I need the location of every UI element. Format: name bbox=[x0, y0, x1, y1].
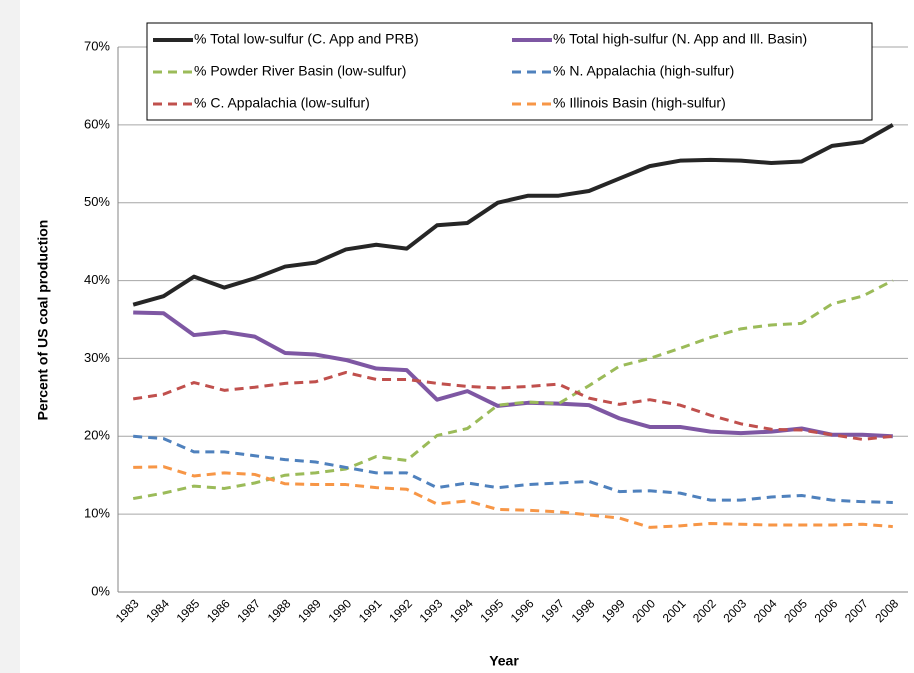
y-tick-label: 70% bbox=[84, 38, 110, 53]
series-line bbox=[133, 465, 893, 529]
y-tick-label: 0% bbox=[91, 583, 110, 598]
legend-label: % C. Appalachia (low-sulfur) bbox=[194, 95, 370, 111]
series-line bbox=[132, 123, 894, 307]
legend-label: % Illinois Basin (high-sulfur) bbox=[553, 95, 726, 111]
legend-label: % Powder River Basin (low-sulfur) bbox=[194, 63, 406, 79]
series-line bbox=[132, 279, 894, 501]
x-axis-title: Year bbox=[489, 653, 519, 669]
series-line bbox=[133, 310, 893, 439]
y-axis-title: Percent of US coal production bbox=[35, 220, 51, 421]
y-tick-label: 10% bbox=[84, 506, 110, 521]
legend-label: % N. Appalachia (high-sulfur) bbox=[553, 63, 734, 79]
legend-box bbox=[146, 22, 873, 121]
y-tick-label: 20% bbox=[84, 428, 110, 443]
legend-label: % Total low-sulfur (C. App and PRB) bbox=[194, 31, 419, 47]
y-tick-label: 50% bbox=[84, 194, 110, 209]
y-tick-label: 40% bbox=[84, 272, 110, 287]
y-tick-label: 60% bbox=[84, 116, 110, 131]
y-tick-label: 30% bbox=[84, 350, 110, 365]
series-line bbox=[132, 370, 893, 441]
legend-label: % Total high-sulfur (N. App and Ill. Bas… bbox=[553, 31, 807, 47]
